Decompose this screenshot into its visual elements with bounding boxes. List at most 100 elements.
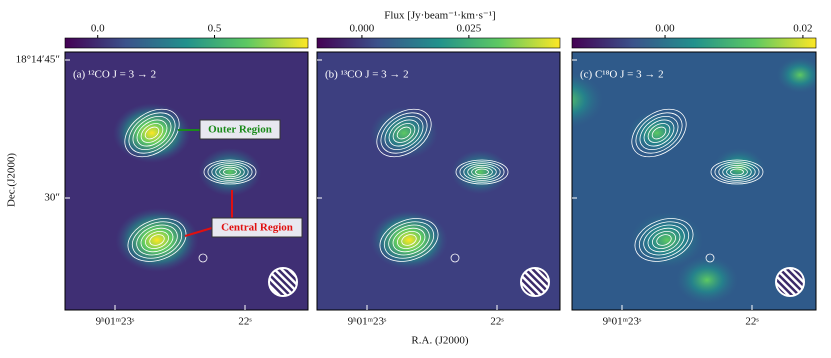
x-tick-label: 9ʰ01ᵐ23ˢ xyxy=(96,316,135,328)
colorbar-tick-label: 0.0 xyxy=(91,23,105,35)
y-tick-label: 18°14′45″ xyxy=(16,54,60,66)
frame xyxy=(64,51,309,311)
contour xyxy=(643,224,685,256)
contour xyxy=(203,159,257,185)
panel-label: (c) C¹⁸O J = 3 → 2 xyxy=(580,69,664,81)
annotation-box xyxy=(199,119,281,140)
contour xyxy=(388,224,430,256)
emission xyxy=(630,212,704,268)
contour xyxy=(730,168,744,176)
colorbar-tick-label: 0.5 xyxy=(208,23,222,35)
x-axis-label: R.A. (J2000) xyxy=(411,335,468,347)
colorbar-tick-label: 0.00 xyxy=(655,23,675,35)
contour xyxy=(392,123,416,143)
panel xyxy=(317,52,560,310)
contour xyxy=(392,227,426,253)
contour xyxy=(643,119,675,147)
beam xyxy=(520,267,550,297)
annotation-box xyxy=(211,217,303,238)
contour xyxy=(459,161,505,183)
x-tick-label: 22ˢ xyxy=(745,316,759,328)
contour xyxy=(396,126,412,140)
colorbar xyxy=(571,37,817,49)
colorbar xyxy=(64,37,309,49)
colorbar-title: Flux [Jy·beam⁻¹·km·s⁻¹] xyxy=(384,10,495,22)
contour xyxy=(722,164,752,179)
contour xyxy=(149,234,165,246)
y-tick-label: 30″ xyxy=(44,192,60,204)
contour xyxy=(726,166,748,178)
panel-label: (b) ¹³CO J = 3 → 2 xyxy=(325,69,409,81)
image-background xyxy=(317,52,560,310)
contour xyxy=(647,123,671,143)
contour xyxy=(396,231,422,249)
beam xyxy=(268,267,298,297)
emission xyxy=(198,148,262,196)
contour xyxy=(631,108,687,158)
contour xyxy=(198,253,208,263)
contour xyxy=(635,112,683,154)
contour xyxy=(140,227,174,253)
contour xyxy=(132,115,172,151)
contour xyxy=(634,218,694,262)
image-background xyxy=(65,52,308,310)
colorbar-tick-label: 0.025 xyxy=(457,23,482,35)
emission xyxy=(713,148,765,188)
contour xyxy=(710,159,764,185)
frame xyxy=(316,51,561,311)
contour xyxy=(140,123,164,143)
panel xyxy=(572,52,816,310)
contour xyxy=(383,221,435,259)
contour xyxy=(144,231,170,249)
contour xyxy=(215,164,245,179)
contour xyxy=(131,221,183,259)
contour xyxy=(705,253,715,263)
contour xyxy=(379,218,439,262)
arrow xyxy=(184,227,213,237)
contour xyxy=(384,115,424,151)
panel xyxy=(65,52,308,310)
contour xyxy=(207,161,253,183)
contour xyxy=(475,168,489,176)
x-tick-label: 9ʰ01ᵐ23ˢ xyxy=(348,316,387,328)
contour xyxy=(124,108,180,158)
contour xyxy=(656,234,672,246)
contour xyxy=(638,221,690,259)
contour xyxy=(718,163,756,181)
y-axis-label: Dec.(J2000) xyxy=(6,153,18,207)
x-tick-label: 9ʰ01ᵐ23ˢ xyxy=(603,316,642,328)
contour xyxy=(136,119,168,147)
emission xyxy=(113,103,191,163)
contour xyxy=(380,112,428,154)
colorbar-tick-label: 0.02 xyxy=(793,23,812,35)
contour xyxy=(647,227,681,253)
beam xyxy=(775,267,805,297)
contour xyxy=(219,166,241,178)
contour xyxy=(651,231,677,249)
emission xyxy=(115,208,199,272)
contour xyxy=(376,108,432,158)
contour xyxy=(144,126,160,140)
contour xyxy=(455,159,509,185)
contour xyxy=(639,115,679,151)
colorbar xyxy=(316,37,561,49)
panel-label: (a) ¹²CO J = 3 → 2 xyxy=(73,69,156,81)
contour xyxy=(467,164,497,179)
contour xyxy=(128,112,176,154)
contour xyxy=(388,119,420,147)
emission xyxy=(675,256,739,304)
contour xyxy=(651,126,667,140)
contour xyxy=(136,224,178,256)
contour xyxy=(211,163,249,181)
contour xyxy=(127,218,187,262)
x-tick-label: 22ˢ xyxy=(490,316,504,328)
contour xyxy=(714,161,760,183)
contour xyxy=(450,253,460,263)
x-tick-label: 22ˢ xyxy=(238,316,252,328)
contour xyxy=(463,163,501,181)
contour xyxy=(223,168,237,176)
contour xyxy=(401,234,417,246)
frame xyxy=(571,51,817,311)
colorbar-tick-label: 0.000 xyxy=(350,23,375,35)
